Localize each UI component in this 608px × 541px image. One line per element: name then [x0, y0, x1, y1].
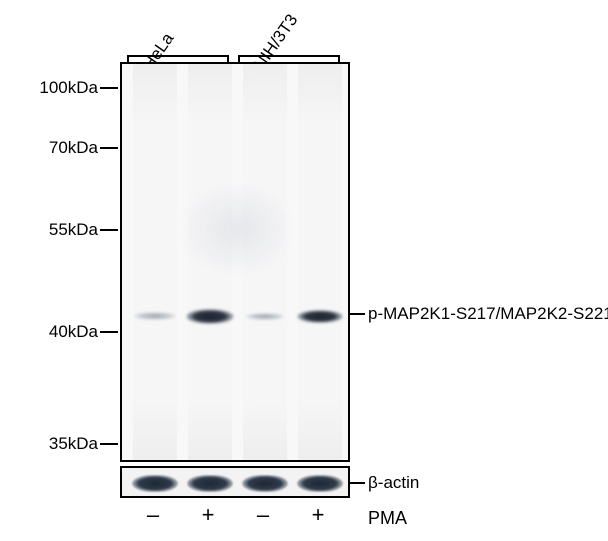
ladder-label-70: 70kDa [49, 138, 98, 158]
background-haze [182, 184, 292, 274]
ladder-label-35: 35kDa [49, 434, 98, 454]
ladder-tick-35 [100, 443, 118, 445]
band-target-lane4 [297, 310, 343, 323]
ladder-tick-40 [100, 331, 118, 333]
pma-symbol-lane2: + [202, 502, 215, 528]
band-target-lane3 [246, 313, 284, 320]
ladder-tick-55 [100, 229, 118, 231]
anno-tick-actin [350, 482, 365, 484]
band-target-lane1 [134, 312, 176, 320]
western-blot-figure: HeLa NIH/3T3 100kDa 70kDa 55kDa 40kDa 35… [0, 0, 608, 541]
pma-symbol-lane4: + [312, 502, 325, 528]
anno-label-actin: β-actin [368, 473, 419, 493]
ladder-tick-70 [100, 147, 118, 149]
band-actin-lane2 [187, 475, 233, 492]
pma-label: PMA [368, 508, 407, 529]
pma-symbol-lane3: – [257, 502, 269, 528]
band-actin-lane4 [297, 475, 343, 492]
anno-label-target: p-MAP2K1-S217/MAP2K2-S221 [368, 304, 608, 324]
blot-panel-loading [120, 466, 350, 498]
pma-symbol-lane1: – [147, 502, 159, 528]
ladder-label-40: 40kDa [49, 322, 98, 342]
band-target-lane2 [186, 309, 234, 324]
ladder-tick-100 [100, 87, 118, 89]
blot-panel-main [120, 62, 350, 462]
ladder-label-55: 55kDa [49, 220, 98, 240]
ladder-label-100: 100kDa [39, 78, 98, 98]
lane-bg-4 [298, 64, 342, 460]
lane-bg-1 [133, 64, 177, 460]
anno-tick-target [350, 313, 365, 315]
band-actin-lane3 [242, 475, 288, 492]
band-actin-lane1 [132, 475, 178, 492]
